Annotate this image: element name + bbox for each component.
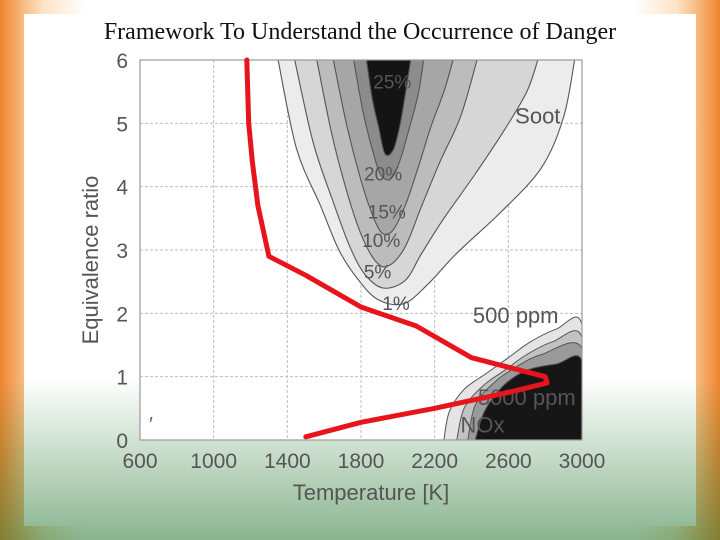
x-tick-label: 1800 — [338, 450, 385, 473]
x-tick-label: 1400 — [264, 450, 311, 473]
slide-title: Framework To Understand the Occurrence o… — [103, 19, 617, 45]
nox-region-label: NOx — [461, 412, 505, 437]
x-tick-label: 2200 — [411, 450, 458, 473]
y-tick-label: 1 — [116, 367, 128, 390]
plot-frame — [139, 59, 583, 441]
nox-contour-label: 500 ppm — [473, 303, 559, 328]
soot-contour-label: 1% — [382, 294, 410, 315]
axis-ticks: 600 1000 1400 1800 2200 2600 3000 0 1 2 3 4 5 6 — [116, 50, 605, 473]
overlay-path — [244, 57, 550, 440]
soot-contour-label: 10% — [362, 231, 400, 252]
soot-contour-label: 15% — [368, 202, 406, 223]
plot-border — [139, 59, 583, 441]
y-axis-label: Equivalence ratio — [78, 176, 103, 345]
x-tick-label: 1000 — [190, 450, 237, 473]
y-tick-label: 3 — [116, 240, 128, 263]
y-tick-label: 6 — [116, 50, 128, 73]
y-tick-label: 2 — [116, 303, 128, 326]
soot-region-label: Soot — [515, 103, 560, 128]
soot-contour-label: 25% — [373, 73, 411, 94]
x-tick-label: 3000 — [559, 450, 606, 473]
soot-contour-label: 20% — [364, 164, 402, 185]
stray-mark: ′ — [149, 415, 153, 436]
y-tick-label: 0 — [116, 430, 128, 453]
x-tick-label: 2600 — [485, 450, 532, 473]
soot-contours — [277, 60, 576, 306]
y-tick-label: 4 — [116, 177, 128, 200]
x-axis-label: Temperature [K] — [293, 480, 450, 505]
soot-contour-label: 5% — [364, 263, 392, 284]
x-tick-label: 600 — [122, 450, 157, 473]
red-path-line — [244, 57, 550, 440]
soot-25pct-contour — [365, 60, 412, 156]
y-tick-label: 5 — [116, 113, 128, 136]
